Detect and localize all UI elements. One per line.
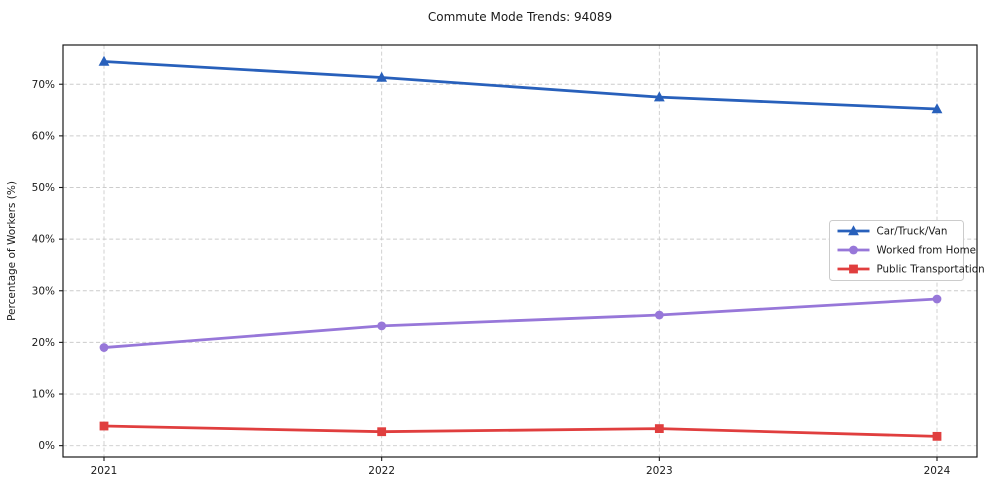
x-tick-label: 2022 bbox=[368, 465, 395, 477]
y-tick-label: 50% bbox=[32, 182, 55, 194]
y-tick-label: 20% bbox=[32, 337, 55, 349]
axes: 0% 10% 20% 30% 40% 50% 60% 70% 2021 2022 2023 2024 bbox=[32, 44, 978, 477]
x-tick-label: 2023 bbox=[646, 465, 673, 477]
y-tick-label: 40% bbox=[32, 234, 55, 246]
y-tick-label: 60% bbox=[32, 130, 55, 142]
legend-item: Worked from Home bbox=[837, 245, 977, 257]
data-point-marker bbox=[654, 424, 664, 434]
legend: Car/Truck/Van Worked from Home Public Tran… bbox=[829, 220, 985, 281]
data-point-marker bbox=[932, 431, 942, 441]
chart-title: Commute Mode Trends: 94089 bbox=[428, 10, 612, 24]
legend-item: Public Transportation bbox=[837, 264, 985, 276]
data-point-marker bbox=[377, 321, 387, 331]
data-point-marker bbox=[653, 91, 665, 102]
series-line-public-transportation bbox=[103, 424, 938, 438]
legend-label: Car/Truck/Van bbox=[877, 226, 948, 238]
data-point-marker bbox=[99, 343, 109, 352]
legend-label: Worked from Home bbox=[877, 245, 977, 257]
data-point-marker bbox=[932, 294, 942, 304]
y-tick-label: 10% bbox=[32, 389, 55, 401]
legend-item: Car/Truck/Van bbox=[837, 225, 948, 238]
y-tick-label: 70% bbox=[32, 79, 55, 91]
series-line-car-truck-van bbox=[103, 60, 938, 111]
plot-series bbox=[98, 55, 943, 441]
y-axis-label: Percentage of Workers (%) bbox=[6, 181, 18, 321]
grid-lines bbox=[63, 45, 977, 457]
data-point-marker bbox=[931, 103, 943, 114]
plot-border bbox=[62, 44, 978, 458]
data-point-marker bbox=[654, 310, 664, 320]
y-tick-label: 30% bbox=[32, 285, 55, 297]
legend-label: Public Transportation bbox=[877, 264, 985, 276]
x-tick-label: 2021 bbox=[91, 465, 118, 477]
data-point-marker bbox=[99, 421, 109, 431]
data-point-marker bbox=[376, 71, 388, 82]
y-tick-label: 0% bbox=[38, 440, 55, 452]
series-line-worked-from-home bbox=[103, 297, 938, 349]
x-tick-label: 2024 bbox=[924, 465, 951, 477]
data-point-marker bbox=[98, 55, 110, 66]
data-point-marker bbox=[848, 225, 859, 236]
legend-box bbox=[829, 220, 964, 281]
data-point-marker bbox=[849, 264, 858, 274]
data-point-marker bbox=[849, 245, 858, 255]
data-point-marker bbox=[377, 427, 387, 437]
